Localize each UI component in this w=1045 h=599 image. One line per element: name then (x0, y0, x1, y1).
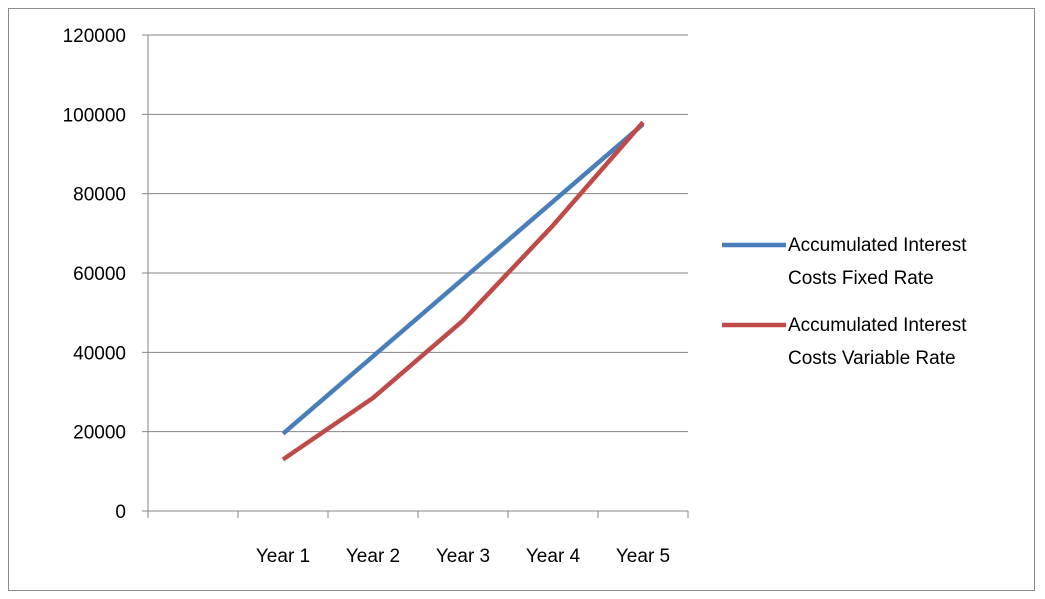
legend-label: Costs Fixed Rate (788, 268, 934, 289)
series-line-1 (281, 122, 645, 436)
legend-label: Accumulated Interest (788, 315, 967, 336)
y-tick-label: 120000 (63, 26, 126, 47)
chart-frame (8, 8, 1035, 591)
x-tick-label: Year 1 (256, 546, 310, 567)
y-tick-label: 60000 (73, 264, 126, 285)
y-tick-label: 20000 (73, 423, 126, 444)
x-tick-label: Year 5 (616, 546, 670, 567)
x-tick-label: Year 4 (526, 546, 581, 567)
y-tick-label: 40000 (73, 343, 126, 364)
x-tick-label: Year 2 (346, 546, 400, 567)
y-tick-label: 0 (115, 502, 126, 523)
x-tick-label: Year 3 (436, 546, 490, 567)
legend-label: Costs Variable Rate (788, 348, 956, 369)
y-tick-label: 100000 (63, 105, 126, 126)
series-line-2 (281, 120, 645, 462)
legend-label: Accumulated Interest (788, 235, 967, 256)
y-tick-label: 80000 (73, 185, 126, 206)
